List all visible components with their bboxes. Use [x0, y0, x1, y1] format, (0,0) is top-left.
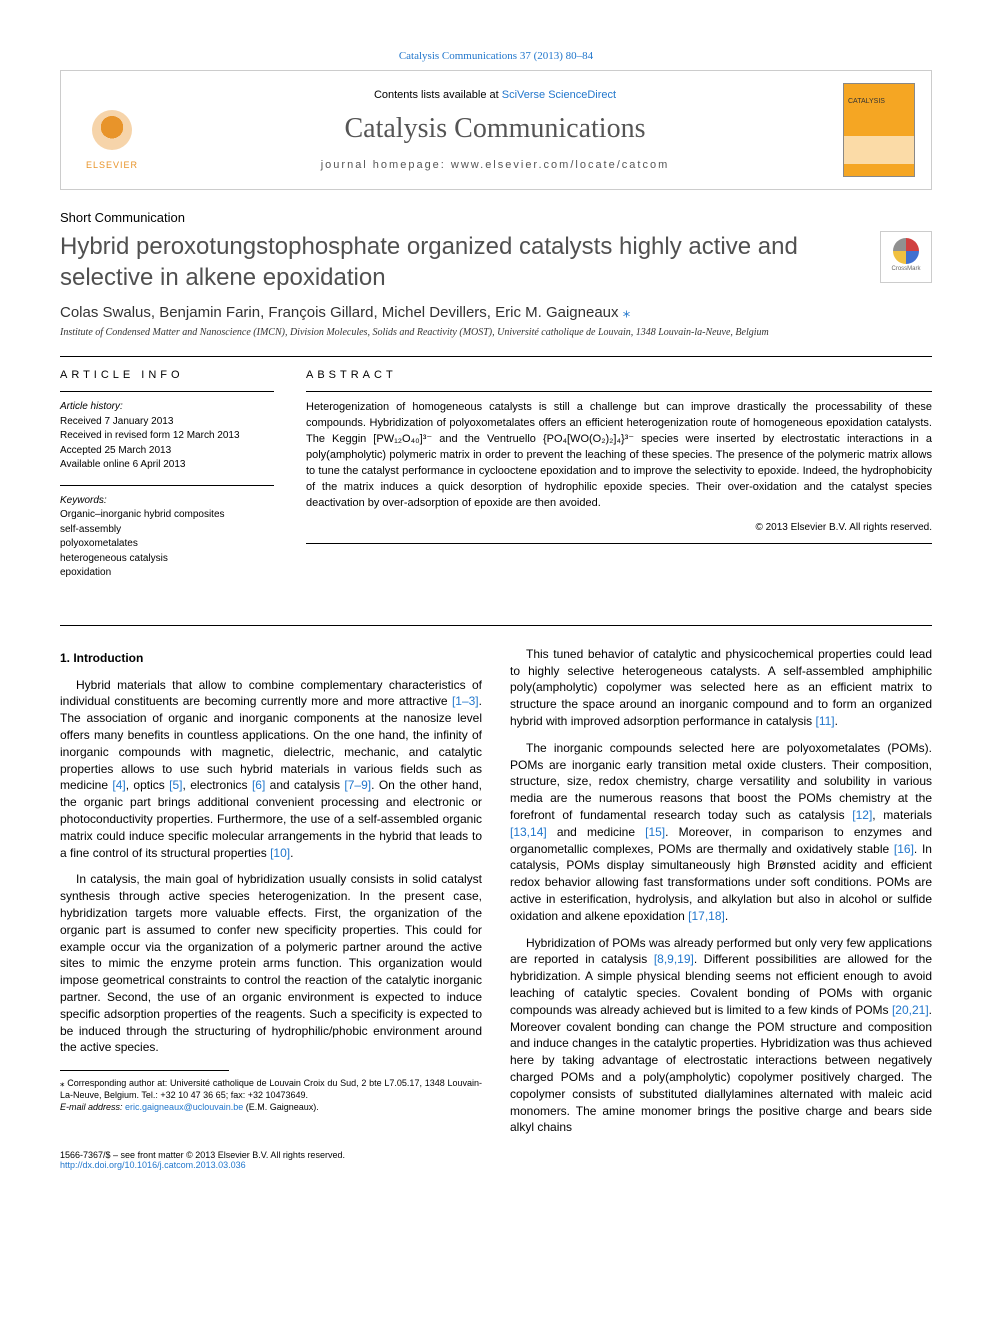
p1c: , optics: [126, 778, 169, 792]
history-label: Article history:: [60, 400, 274, 415]
abstract-bottom-rule: [306, 543, 932, 544]
paragraph-5: Hybridization of POMs was already perfor…: [510, 935, 932, 1137]
elsevier-tree-icon: [88, 108, 136, 156]
history-received: Received 7 January 2013: [60, 415, 274, 430]
header-center: Contents lists available at SciVerse Sci…: [147, 89, 843, 171]
footnote-email-link[interactable]: eric.gaigneaux@uclouvain.be: [125, 1102, 243, 1112]
p4b: , materials: [872, 808, 932, 822]
ref-link[interactable]: [12]: [852, 808, 872, 822]
affiliation: Institute of Condensed Matter and Nanosc…: [60, 327, 932, 338]
info-rule: [60, 391, 274, 392]
ref-link[interactable]: [6]: [252, 778, 265, 792]
p4f: .: [725, 909, 728, 923]
ref-link[interactable]: [15]: [645, 825, 665, 839]
ref-link[interactable]: [13,14]: [510, 825, 547, 839]
contents-prefix: Contents lists available at: [374, 89, 502, 101]
paragraph-1: Hybrid materials that allow to combine c…: [60, 677, 482, 862]
paragraph-4: The inorganic compounds selected here ar…: [510, 740, 932, 925]
journal-cover-thumbnail: CATALYSIS: [843, 83, 915, 177]
keywords-block: Keywords: Organic–inorganic hybrid compo…: [60, 494, 274, 581]
article-info-column: article info Article history: Received 7…: [60, 356, 290, 605]
keyword-2: self-assembly: [60, 523, 274, 538]
abstract-column: abstract Heterogenization of homogeneous…: [290, 356, 932, 605]
ref-link[interactable]: [1–3]: [452, 694, 479, 708]
p1g: .: [290, 846, 293, 860]
p3a: This tuned behavior of catalytic and phy…: [510, 647, 932, 728]
p1e: and catalysis: [265, 778, 344, 792]
footnote-email-label: E-mail address:: [60, 1102, 125, 1112]
footnote-separator: [60, 1070, 229, 1071]
footnote-corr: ⁎ Corresponding author at: Université ca…: [60, 1077, 482, 1101]
abstract-copyright: © 2013 Elsevier B.V. All rights reserved…: [306, 522, 932, 533]
cover-band: [844, 136, 914, 164]
paragraph-3: This tuned behavior of catalytic and phy…: [510, 646, 932, 730]
publisher-logo: ELSEVIER: [77, 90, 147, 170]
info-rule-2: [60, 485, 274, 486]
doi-link[interactable]: http://dx.doi.org/10.1016/j.catcom.2013.…: [60, 1160, 246, 1170]
issue-reference: Catalysis Communications 37 (2013) 80–84: [60, 50, 932, 62]
history-revised: Received in revised form 12 March 2013: [60, 429, 274, 444]
p3b: .: [835, 714, 838, 728]
keyword-3: polyoxometalates: [60, 537, 274, 552]
ref-link[interactable]: [7–9]: [344, 778, 371, 792]
ref-link[interactable]: [11]: [815, 714, 834, 728]
ref-link[interactable]: [16]: [894, 842, 914, 856]
ref-link[interactable]: [10]: [270, 846, 290, 860]
keyword-1: Organic–inorganic hybrid composites: [60, 508, 274, 523]
article-history: Article history: Received 7 January 2013…: [60, 400, 274, 473]
journal-header: ELSEVIER Contents lists available at Sci…: [60, 70, 932, 190]
authors-text: Colas Swalus, Benjamin Farin, François G…: [60, 304, 623, 321]
article-body: 1. Introduction Hybrid materials that al…: [60, 646, 932, 1136]
ref-link[interactable]: [8,9,19]: [654, 952, 694, 966]
history-online: Available online 6 April 2013: [60, 458, 274, 473]
section-heading-introduction: 1. Introduction: [60, 650, 482, 667]
ref-link[interactable]: [17,18]: [688, 909, 725, 923]
p4c: and medicine: [547, 825, 645, 839]
journal-name: Catalysis Communications: [147, 113, 843, 145]
ref-link[interactable]: [20,21]: [892, 1003, 929, 1017]
footnote-email-suffix: (E.M. Gaigneaux).: [243, 1102, 319, 1112]
divider: [60, 625, 932, 626]
abstract-text: Heterogenization of homogeneous catalyst…: [306, 400, 932, 512]
ref-link[interactable]: [4]: [112, 778, 125, 792]
p5c: . Moreover covalent bonding can change t…: [510, 1003, 932, 1135]
crossmark-label: CrossMark: [881, 266, 931, 272]
corresponding-star-icon: ⁎: [623, 304, 631, 321]
journal-homepage: journal homepage: www.elsevier.com/locat…: [147, 159, 843, 171]
keyword-5: epoxidation: [60, 566, 274, 581]
page-footer: 1566-7367/$ – see front matter © 2013 El…: [60, 1150, 932, 1170]
footer-copyright: 1566-7367/$ – see front matter © 2013 El…: [60, 1150, 345, 1160]
corresponding-footnote: ⁎ Corresponding author at: Université ca…: [60, 1077, 482, 1113]
footer-left: 1566-7367/$ – see front matter © 2013 El…: [60, 1150, 345, 1170]
abstract-rule: [306, 391, 932, 392]
crossmark-badge[interactable]: CrossMark: [880, 231, 932, 283]
keyword-4: heterogeneous catalysis: [60, 552, 274, 567]
ref-link[interactable]: [5]: [169, 778, 182, 792]
history-accepted: Accepted 25 March 2013: [60, 444, 274, 459]
article-type-label: Short Communication: [60, 210, 932, 225]
paragraph-2: In catalysis, the main goal of hybridiza…: [60, 871, 482, 1056]
publisher-name: ELSEVIER: [86, 160, 138, 170]
crossmark-icon: [893, 238, 919, 264]
p1d: , electronics: [183, 778, 252, 792]
author-list: Colas Swalus, Benjamin Farin, François G…: [60, 303, 932, 321]
article-title: Hybrid peroxotungstophosphate organized …: [60, 231, 864, 293]
article-info-heading: article info: [60, 369, 274, 381]
contents-line: Contents lists available at SciVerse Sci…: [147, 89, 843, 101]
abstract-heading: abstract: [306, 369, 932, 381]
issue-reference-link[interactable]: Catalysis Communications 37 (2013) 80–84: [399, 50, 593, 62]
sciencedirect-link[interactable]: SciVerse ScienceDirect: [502, 89, 616, 101]
p1a: Hybrid materials that allow to combine c…: [60, 678, 482, 709]
cover-title: CATALYSIS: [848, 98, 885, 105]
keywords-label: Keywords:: [60, 494, 274, 509]
